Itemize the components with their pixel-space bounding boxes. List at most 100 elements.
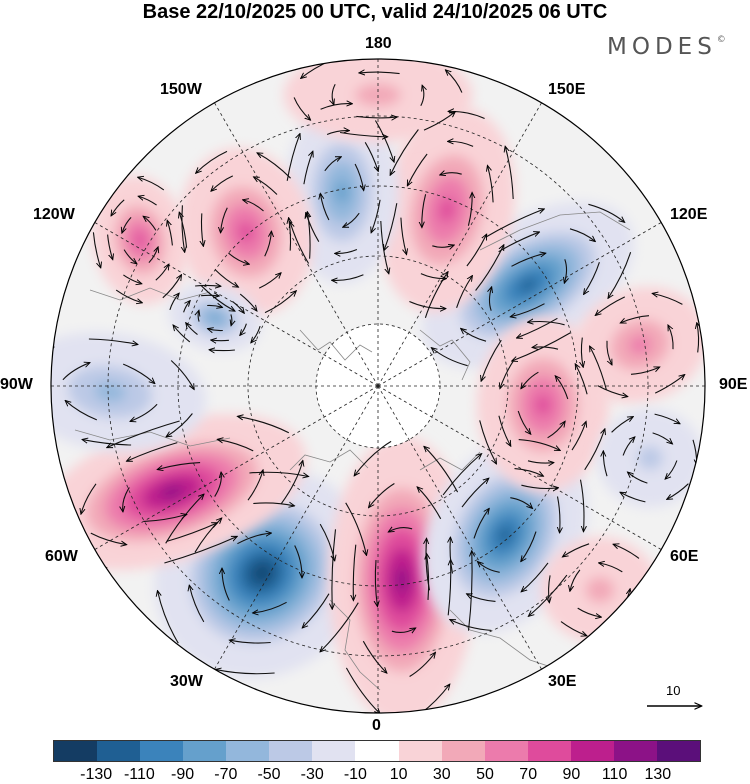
- wind-vector: [622, 437, 634, 456]
- map-boundary: [50, 58, 706, 714]
- coastlines: [74, 211, 631, 691]
- wind-vector: [512, 332, 571, 361]
- wind-vector: [450, 538, 452, 574]
- meridian-line: [377, 220, 664, 387]
- wind-vector: [577, 607, 601, 617]
- anomaly-band: [628, 335, 652, 355]
- wind-vector: [488, 166, 494, 203]
- wind-vector: [384, 203, 398, 250]
- wind-vector: [353, 544, 357, 600]
- wind-vector: [324, 157, 341, 172]
- wind-vector: [628, 472, 648, 484]
- colorbar-tick-label: -10: [343, 766, 367, 783]
- copyright-mark: ©: [716, 35, 726, 45]
- wind-vector: [467, 193, 472, 226]
- modes-logo-text: MODES: [607, 34, 717, 60]
- lon-label-120w: 120W: [33, 206, 75, 223]
- map-title: Base 22/10/2025 00 UTC, valid 24/10/2025…: [142, 1, 608, 23]
- wind-vector: [343, 212, 360, 227]
- wind-vector: [511, 253, 546, 267]
- wind-vector: [668, 326, 674, 350]
- wind-vector: [221, 207, 228, 233]
- wind-vector: [603, 451, 608, 477]
- wind-vector: [345, 667, 379, 713]
- lon-label-150e: 150E: [548, 81, 586, 98]
- lon-label-90e: 90E: [719, 376, 748, 393]
- wind-vector: [264, 291, 296, 314]
- wind-vector: [303, 593, 330, 628]
- wind-vector: [144, 217, 157, 231]
- wind-vector: [473, 509, 489, 539]
- wind-vector: [478, 562, 500, 573]
- wind-vector: [183, 301, 190, 313]
- wind-vector: [420, 86, 424, 107]
- wind-vector: [293, 97, 310, 119]
- colorbar-swatch: [613, 741, 657, 761]
- wind-vector: [362, 640, 386, 673]
- wind-vector: [189, 586, 205, 623]
- wind-vector: [139, 196, 157, 206]
- wind-vector: [426, 539, 431, 591]
- wind-vector: [610, 623, 637, 637]
- colorbar-tick-label: 130: [644, 766, 672, 783]
- wind-vector: [606, 340, 612, 365]
- colorbar-swatch: [484, 741, 528, 761]
- wind-vector: [510, 497, 532, 508]
- wind-vector: [111, 199, 125, 216]
- anomaly-cell: [283, 59, 473, 143]
- meridian-line: [212, 100, 379, 387]
- colorbar-tick-label: 70: [519, 766, 538, 783]
- colorbar-swatch: [269, 741, 313, 761]
- wind-vector: [240, 323, 247, 335]
- wind-vector: [332, 83, 336, 104]
- wind-vector: [214, 269, 238, 287]
- wind-vector: [237, 533, 271, 545]
- colorbar-tick-label: 110: [601, 766, 628, 783]
- wind-vector: [533, 347, 559, 349]
- wind-vector: [569, 228, 595, 241]
- wind-vector: [412, 685, 450, 713]
- coastline-segment: [74, 429, 231, 447]
- wind-vector: [614, 544, 640, 559]
- wind-vector: [558, 496, 560, 533]
- wind-vector: [162, 275, 181, 299]
- wind-vector: [522, 562, 549, 592]
- anomaly-band: [637, 446, 663, 470]
- wind-vector: [576, 364, 588, 395]
- wind-vector: [335, 248, 358, 254]
- wind-vector: [371, 199, 381, 233]
- colorbar-swatch: [312, 741, 356, 761]
- wind-vector: [481, 339, 502, 381]
- wind-vector: [167, 221, 173, 246]
- wind-vector: [123, 274, 141, 284]
- wind-vector: [167, 413, 193, 437]
- lon-label-30e: 30E: [548, 673, 577, 690]
- wind-vector: [90, 532, 126, 545]
- wind-vector: [286, 134, 300, 181]
- wind-vector: [62, 363, 90, 381]
- wind-vector: [596, 296, 626, 315]
- wind-vector: [26, 395, 49, 424]
- wind-vector: [158, 591, 179, 644]
- wind-vector: [115, 289, 142, 303]
- wind-vector: [320, 194, 330, 221]
- wind-vector: [247, 470, 263, 501]
- wind-vector: [461, 479, 488, 508]
- wind-vector: [230, 640, 271, 643]
- lon-label-60e: 60E: [670, 548, 699, 565]
- wind-vector: [621, 493, 646, 503]
- wind-vector: [461, 329, 487, 342]
- wind-vector: [697, 323, 699, 353]
- colorbar-swatch: [54, 741, 98, 761]
- wind-vector: [584, 429, 605, 471]
- wind-vector: [652, 432, 673, 444]
- colorbar-labels: -130 -110 -90 -70 -50 -30 -10 10 30 50 70 90 110 130: [0, 766, 750, 784]
- anomaly-cell: [168, 283, 262, 353]
- wind-vector: [127, 442, 178, 461]
- lon-label-180: 180: [365, 35, 392, 52]
- colorbar-tick-label: -50: [257, 766, 281, 783]
- wind-vector: [195, 285, 220, 286]
- wind-vector: [611, 417, 633, 433]
- wind-vector: [599, 563, 623, 573]
- wind-vector: [521, 484, 558, 488]
